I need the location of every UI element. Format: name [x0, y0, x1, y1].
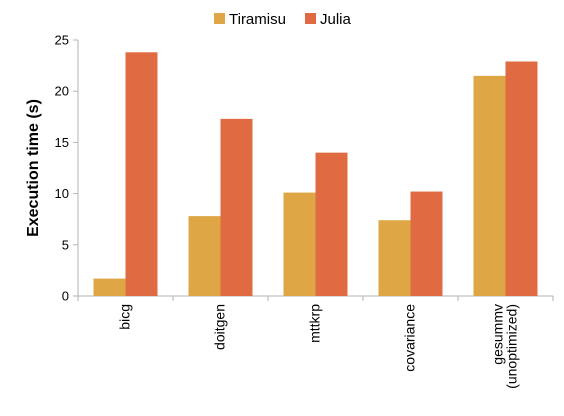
- bar-julia: [505, 61, 538, 297]
- bar-julia: [125, 52, 158, 297]
- x-tick-label: gesummv(unoptimized): [490, 304, 520, 389]
- y-tick-label: 0: [62, 289, 69, 304]
- y-tick-label: 10: [55, 186, 69, 201]
- bars: [93, 52, 538, 297]
- legend-label-tiramisu: Tiramisu: [229, 11, 286, 28]
- bar-julia: [315, 152, 348, 296]
- legend-swatch-julia: [305, 13, 316, 24]
- x-axis: [77, 295, 554, 301]
- x-tick-label: covariance: [402, 304, 418, 372]
- bar-tiramisu: [188, 216, 221, 296]
- legend-swatch-tiramisu: [214, 13, 225, 24]
- y-tick-label: 15: [55, 135, 69, 150]
- y-tick-label: 5: [62, 237, 69, 252]
- x-axis-tick-labels: bicg doitgen mttkrp covariance gesummv(unopt…: [117, 304, 520, 389]
- bar-julia: [410, 191, 443, 296]
- bar-julia: [220, 118, 253, 297]
- y-axis: 0 5 10 15 20 25: [55, 33, 79, 304]
- x-tick-label: mttkrp: [307, 304, 323, 343]
- bar-tiramisu: [473, 75, 506, 296]
- bar-tiramisu: [378, 220, 411, 296]
- bar-tiramisu: [283, 192, 316, 296]
- x-tick-label: doitgen: [212, 304, 228, 350]
- y-tick-label: 25: [55, 33, 69, 48]
- y-axis-label: Execution time (s): [25, 99, 42, 237]
- x-tick-label: bicg: [117, 304, 133, 330]
- legend: Tiramisu Julia: [214, 11, 352, 28]
- legend-label-julia: Julia: [320, 11, 352, 28]
- y-tick-label: 20: [55, 84, 69, 99]
- bar-tiramisu: [93, 278, 126, 296]
